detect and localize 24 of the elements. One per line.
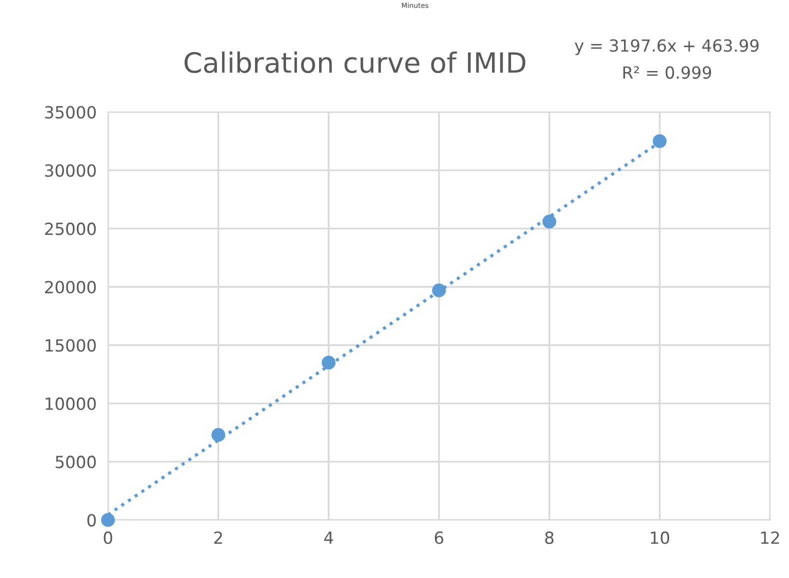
text: R² = 0.999 <box>623 66 712 79</box>
x-tick-label: 6 <box>434 531 444 544</box>
point <box>432 283 446 298</box>
chart-title: Calibration curve of IMID <box>184 52 526 74</box>
y-tick-label: 10000 <box>46 397 96 410</box>
x-tick-label: 12 <box>761 531 779 544</box>
point <box>542 214 556 228</box>
x-tick-label: 8 <box>545 531 554 544</box>
point <box>101 513 115 527</box>
y-tick-label: 20000 <box>45 280 96 294</box>
x-tick-label: 4 <box>324 532 334 544</box>
x-tick-label: 2 <box>214 531 222 544</box>
y-tick-label: 35000 <box>45 106 96 119</box>
y-tick-label: 25000 <box>45 222 96 236</box>
y-tick-label: 5000 <box>56 456 96 468</box>
y-tick-label: 0 <box>87 514 96 527</box>
x-tick-label: 0 <box>104 531 112 544</box>
point <box>652 134 667 148</box>
point <box>322 356 336 370</box>
y-tick-label: 30000 <box>45 164 96 177</box>
x-tick-label: 10 <box>650 531 670 544</box>
point <box>211 428 226 442</box>
y-tick-label: 15000 <box>46 339 96 352</box>
text: y = 3197.6x + 463.99 <box>574 39 759 56</box>
